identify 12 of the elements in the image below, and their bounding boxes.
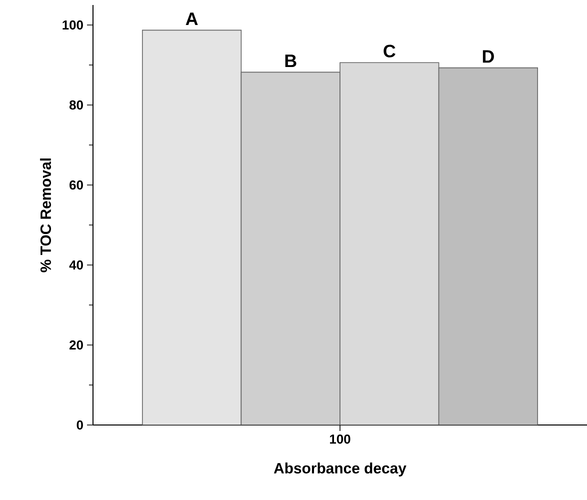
y-tick-label: 100 bbox=[62, 20, 83, 30]
y-tick-label: 40 bbox=[69, 260, 83, 270]
y-tick-label: 0 bbox=[76, 420, 83, 430]
y-tick-label: 80 bbox=[69, 100, 83, 110]
series-label: B bbox=[285, 54, 296, 67]
series-label: D bbox=[482, 50, 494, 63]
y-tick-label: 60 bbox=[70, 180, 83, 190]
x-axis-title: Absorbance decay bbox=[274, 462, 406, 476]
y-axis-title: % TOC Removal bbox=[40, 158, 52, 272]
series-label: A bbox=[186, 12, 198, 25]
y-tick-label: 20 bbox=[70, 340, 83, 350]
series-label: C bbox=[384, 44, 396, 58]
